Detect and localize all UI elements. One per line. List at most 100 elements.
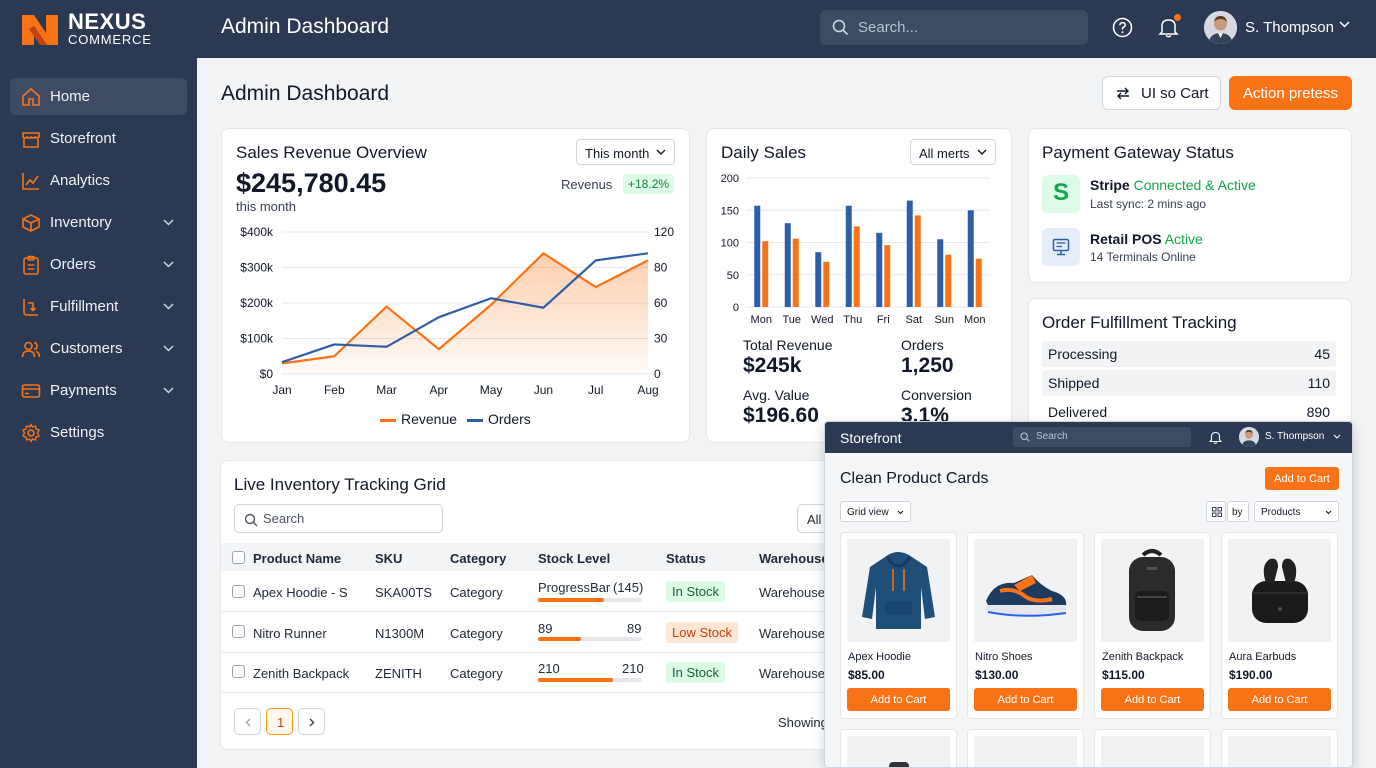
product-card[interactable]: [967, 729, 1084, 768]
sidebar-item-fulfillment[interactable]: Fulfillment: [10, 288, 187, 325]
product-card[interactable]: [1221, 729, 1338, 767]
product-card[interactable]: Zenith Backpack $115.00 Add to Cart: [1094, 532, 1211, 719]
page-1-button[interactable]: 1: [266, 708, 293, 735]
col-stock-level[interactable]: Stock Level: [538, 551, 611, 566]
cell-sku: SKA00TS: [375, 585, 433, 600]
merchant-filter-select[interactable]: All merts: [910, 139, 996, 165]
add-to-cart-button[interactable]: Add to Cart: [1265, 467, 1339, 490]
stripe-gateway[interactable]: Stripe Connected & Active: [1090, 177, 1256, 193]
inventory-search[interactable]: [234, 504, 443, 533]
pos-gateway[interactable]: Retail POS Active: [1090, 231, 1203, 247]
stat-avg-value-value: $196.60: [743, 404, 819, 427]
grid-toggle[interactable]: [1206, 501, 1226, 522]
avatar[interactable]: [1204, 11, 1237, 44]
cell-category: Category: [450, 626, 503, 641]
col-warehouse[interactable]: Warehouse: [759, 551, 829, 566]
storefront-window: Storefront Search S. Thompson Clean Prod…: [824, 421, 1353, 768]
add-to-cart-button[interactable]: Add to Cart: [847, 688, 950, 711]
sidebar-item-home[interactable]: Home: [10, 78, 187, 115]
cell-product-name[interactable]: Apex Hoodie - S: [253, 585, 348, 600]
global-search[interactable]: [820, 10, 1088, 45]
chevron-down-icon[interactable]: [1339, 21, 1350, 28]
select-all-checkbox[interactable]: [232, 551, 245, 564]
row-checkbox[interactable]: [232, 625, 245, 638]
cell-product-name[interactable]: Zenith Backpack: [253, 666, 350, 681]
bell-icon[interactable]: [1158, 16, 1179, 38]
sidebar-item-storefront[interactable]: Storefront: [10, 120, 187, 157]
y-tick-label-left: $400k: [240, 225, 274, 239]
sidebar-item-payments[interactable]: Payments: [10, 372, 187, 409]
fulfillment-label: Shipped: [1048, 375, 1100, 391]
row-checkbox[interactable]: [232, 585, 245, 598]
apparel-icon: [974, 736, 1077, 768]
sidebar-item-settings[interactable]: Settings: [10, 414, 187, 451]
legend-orders-label: Orders: [488, 411, 531, 427]
revenue-line-chart: $0 $100k $200k $300k $400k 0 30 60 80 120 Jan Feb Ma…: [240, 225, 674, 397]
sort-by-select[interactable]: by: [1227, 501, 1249, 522]
tshirt-icon: [1101, 736, 1204, 768]
series-line-revenue: [281, 252, 649, 365]
status-badge: In Stock: [666, 662, 725, 683]
product-card[interactable]: Apex Hoodie $85.00 Add to Cart: [840, 532, 957, 719]
products-select[interactable]: Products: [1254, 501, 1339, 522]
next-page-button[interactable]: [298, 708, 325, 735]
pos-detail: 14 Terminals Online: [1090, 250, 1196, 264]
inventory-search-input[interactable]: [263, 505, 433, 532]
col-product-name[interactable]: Product Name: [253, 551, 342, 566]
sidebar-item-label: Home: [50, 88, 91, 105]
status-badge: In Stock: [666, 581, 725, 602]
cell-product-name[interactable]: Nitro Runner: [253, 626, 327, 641]
help-icon[interactable]: [1112, 17, 1133, 38]
notification-dot: [1174, 14, 1181, 21]
search-icon: [244, 513, 258, 527]
product-card[interactable]: Aura Earbuds $190.00 Add to Cart: [1221, 532, 1338, 719]
storefront-search[interactable]: Search: [1013, 427, 1191, 447]
series-line-orders: [281, 252, 649, 364]
product-image: [1101, 539, 1204, 642]
avatar[interactable]: [1239, 427, 1259, 447]
prev-page-button[interactable]: [234, 708, 261, 735]
add-to-cart-button[interactable]: Add to Cart: [974, 688, 1077, 711]
fulfillment-row-processing: Processing 45: [1042, 341, 1336, 367]
stat-total-revenue-value: $245k: [743, 354, 802, 377]
col-sku[interactable]: SKU: [375, 551, 403, 566]
storefront-icon: [22, 132, 40, 148]
product-name: Aura Earbuds: [1229, 651, 1297, 663]
sidebar-item-label: Customers: [50, 340, 123, 357]
add-to-cart-button[interactable]: Add to Cart: [1101, 688, 1204, 711]
chevron-down-icon[interactable]: [1333, 434, 1341, 439]
row-checkbox[interactable]: [232, 665, 245, 678]
y-tick-label-right: 0: [654, 367, 661, 381]
search-icon: [1020, 432, 1030, 442]
period-select[interactable]: This month: [576, 139, 675, 165]
global-search-input[interactable]: [858, 10, 1078, 45]
bell-icon[interactable]: [1209, 430, 1222, 444]
sidebar-item-orders[interactable]: Orders: [10, 246, 187, 283]
product-card[interactable]: [840, 729, 957, 767]
col-category[interactable]: Category: [450, 551, 507, 566]
product-image: [974, 539, 1077, 642]
bar: [792, 238, 799, 307]
pos-name: Retail POS: [1090, 231, 1162, 247]
ui-cart-label: UI so Cart: [1141, 85, 1209, 102]
status-badge: Low Stock: [666, 622, 738, 643]
product-card[interactable]: Nitro Shoes $130.00 Add to Cart: [967, 532, 1084, 719]
ui-cart-button[interactable]: UI so Cart: [1102, 76, 1221, 110]
sidebar-item-customers[interactable]: Customers: [10, 330, 187, 367]
payment-gateway-card: [1028, 128, 1352, 283]
stat-total-revenue-label: Total Revenue: [743, 337, 833, 353]
cell-category: Category: [450, 666, 503, 681]
sidebar-item-analytics[interactable]: Analytics: [10, 162, 187, 199]
stat-conversion-label: Conversion: [901, 387, 972, 403]
storefront-user-name[interactable]: S. Thompson: [1265, 431, 1325, 442]
col-status[interactable]: Status: [666, 551, 706, 566]
bar: [762, 241, 769, 307]
view-select[interactable]: Grid view: [840, 501, 911, 522]
add-to-cart-button[interactable]: Add to Cart: [1228, 688, 1331, 711]
user-name[interactable]: S. Thompson: [1245, 19, 1334, 36]
sidebar-item-inventory[interactable]: Inventory: [10, 204, 187, 241]
product-card[interactable]: [1094, 729, 1211, 768]
brand-name: NEXUS: [68, 9, 147, 34]
action-button[interactable]: Action pretess: [1229, 76, 1352, 110]
stripe-name: Stripe: [1090, 177, 1130, 193]
